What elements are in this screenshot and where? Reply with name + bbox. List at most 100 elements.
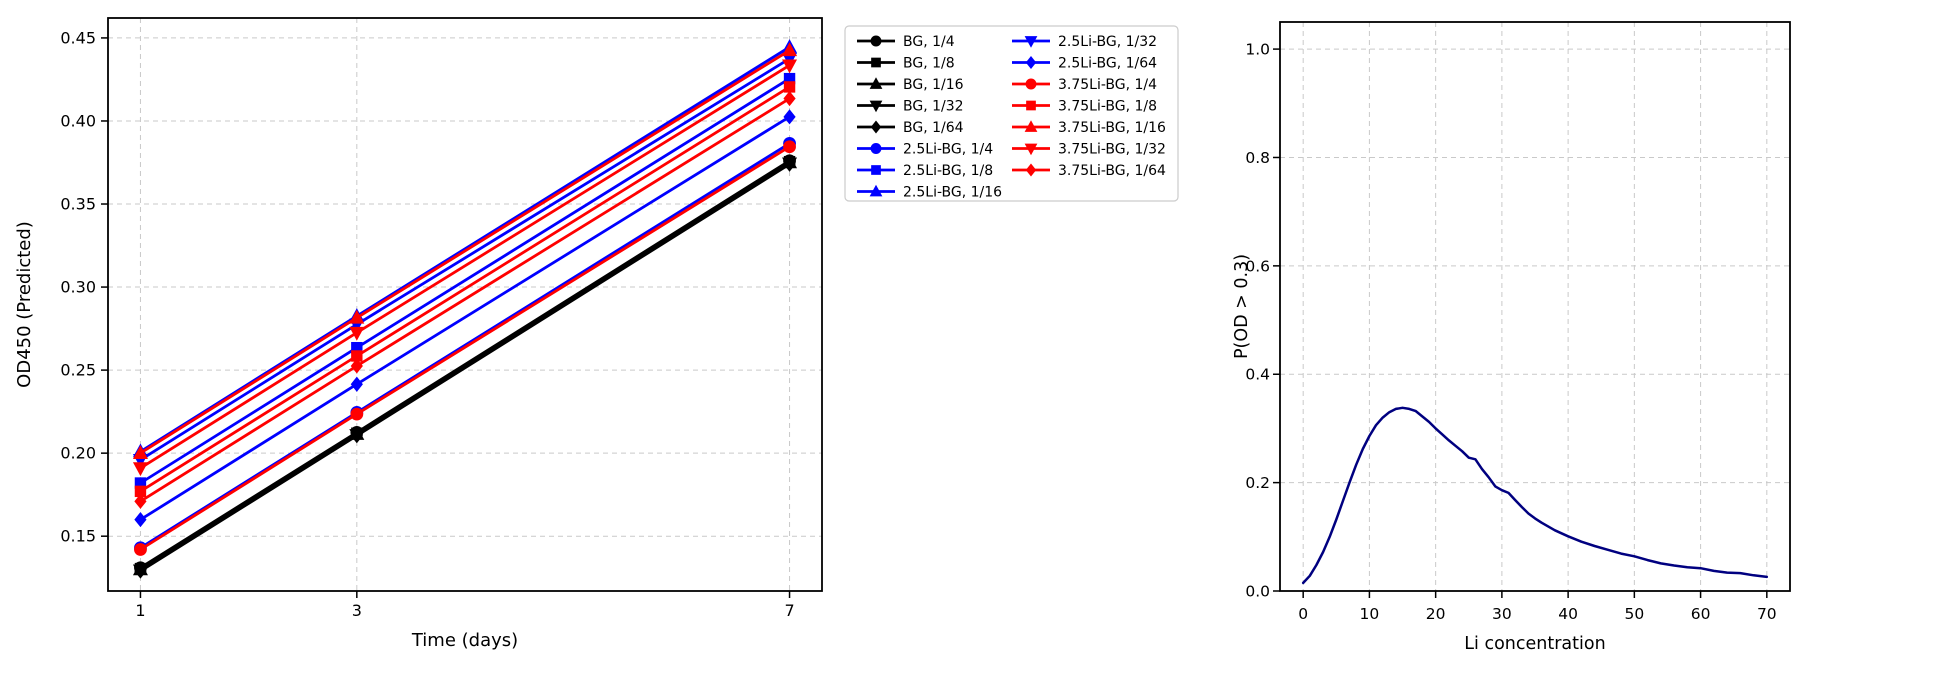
legend-label: BG, 1/4 [903,34,955,50]
x-tick-label: 20 [1426,605,1446,623]
triangle-up-marker [349,309,365,324]
legend-label: 3.75Li-BG, 1/32 [1058,142,1166,158]
legend-box [844,25,1179,202]
x-tick-label: 3 [352,601,362,620]
x-tick-label: 70 [1757,605,1777,623]
x-tick-label: 1 [135,601,145,620]
diamond-marker [134,563,147,579]
plot-border [1279,21,1791,592]
diamond-marker [134,511,147,528]
series-line [139,85,791,493]
diamond-marker [134,493,147,509]
y-tick-label: 0.45 [60,28,96,47]
series-line [139,145,791,551]
series-group [1301,406,1769,585]
legend-label: BG, 1/32 [903,99,964,115]
legend-label: 2.5Li-BG, 1/16 [903,185,1002,201]
x-tick-label: 40 [1558,605,1578,623]
legend-label: 2.5Li-BG, 1/8 [903,163,993,179]
x-tick-label: 30 [1492,605,1512,623]
x-axis-label: Time (days) [411,630,518,651]
legend-label: 3.75Li-BG, 1/4 [1058,77,1157,93]
legend-entry-2-5li-bg-1-16: 2.5Li-BG, 1/16 [857,185,1002,201]
diamond-marker [783,156,796,172]
series-line [1301,406,1769,585]
circle-marker [870,35,882,47]
legend-entry-2-5li-bg-1-8: 2.5Li-BG, 1/8 [857,163,993,179]
circle-marker [783,140,796,154]
y-tick-label: 0.40 [60,111,96,130]
x-tick-label: 60 [1691,605,1711,623]
triangle-up-marker [1024,120,1038,132]
square-marker [351,341,363,354]
axes-ticks: 1 3 7 0.15 0.20 0.25 0.30 0.35 0.40 0.45 [60,28,794,620]
diamond-marker [870,120,882,134]
triangle-down-marker [1024,143,1038,156]
legend-label: BG, 1/8 [903,56,955,72]
series-3-75li-bg-1-8 [134,81,796,498]
series-3-75li-bg-1-16 [132,42,798,459]
series-2-5li-bg-1-64 [134,109,796,528]
x-axis-label: Li concentration [1464,634,1605,654]
legend-label: 3.75Li-BG, 1/8 [1058,99,1157,115]
y-tick-label: 0.35 [60,195,96,214]
circle-marker [1025,78,1037,90]
axes-ticks: 0 10 20 30 40 50 60 70 0.0 0.2 0.4 0.6 0.8 1.0 [1245,41,1776,623]
triangle-up-marker [869,77,883,89]
diamond-marker [783,90,796,107]
triangle-down-marker [782,59,798,74]
series-line [139,57,791,462]
legend-entry-2-5li-bg-1-64: 2.5Li-BG, 1/64 [1012,56,1157,72]
legend-label: 2.5Li-BG, 1/4 [903,142,993,158]
square-marker [1026,100,1036,111]
series-line [139,115,791,521]
circle-marker [870,143,882,154]
y-tick-label: 0.6 [1245,257,1270,275]
y-tick-label: 0.20 [60,444,96,463]
gridlines [1280,22,1790,592]
series-group [132,39,798,579]
legend-entry-bg-1-32: BG, 1/32 [857,99,964,115]
triangle-up-marker [782,42,798,57]
circle-marker [350,407,364,421]
probability-chart: 0 10 20 30 40 50 60 70 0.0 0.2 0.4 0.6 0.8 1.0 Li conc… [1232,21,1791,654]
legend-entry-2-5li-bg-1-32: 2.5Li-BG, 1/32 [1012,34,1157,50]
legend-entry-bg-1-4: BG, 1/4 [857,34,955,50]
y-tick-label: 0.0 [1245,583,1270,601]
legend-label: 2.5Li-BG, 1/64 [1058,56,1157,72]
circle-marker [134,543,147,556]
od450-chart: 1 3 7 0.15 0.20 0.25 0.30 0.35 0.40 0.45 Time (day… [14,17,823,651]
legend-entry-2-5li-bg-1-4: 2.5Li-BG, 1/4 [857,142,993,158]
series-line [139,63,791,470]
series-3-75li-bg-1-64 [134,90,796,509]
gridlines [108,18,822,591]
legend-label: 3.75Li-BG, 1/16 [1058,120,1166,136]
series-3-75li-bg-1-32 [132,59,798,477]
series-line [139,162,791,573]
x-tick-label: 0 [1298,605,1308,623]
diamond-marker [350,358,363,374]
legend: BG, 1/4 BG, 1/8 BG, 1/16 BG, 1/32 BG, 1/64 2.… [844,25,1179,202]
triangle-down-marker [869,100,883,113]
y-tick-label: 0.4 [1245,366,1270,384]
y-axis-label: OD450 (Predicted) [14,221,35,388]
legend-entry-bg-1-64: BG, 1/64 [857,120,964,136]
legend-entry-3-75li-bg-1-64: 3.75Li-BG, 1/64 [1012,163,1166,179]
series-2-5li-bg-1-8 [134,72,796,489]
y-tick-label: 1.0 [1245,41,1270,59]
legend-label: 2.5Li-BG, 1/32 [1058,34,1157,50]
legend-label: 3.75Li-BG, 1/64 [1058,163,1166,179]
series-3-75li-bg-1-4 [134,140,796,556]
triangle-up-marker [869,184,883,197]
square-marker [134,477,147,489]
square-marker [783,72,796,85]
legend-entry-bg-1-8: BG, 1/8 [857,56,955,72]
diamond-marker [1025,163,1037,177]
x-tick-label: 7 [784,601,794,620]
legend-label: BG, 1/16 [903,77,964,93]
series-2-5li-bg-1-32 [132,52,798,468]
legend-entry-bg-1-16: BG, 1/16 [857,77,964,93]
triangle-down-marker [349,326,365,341]
